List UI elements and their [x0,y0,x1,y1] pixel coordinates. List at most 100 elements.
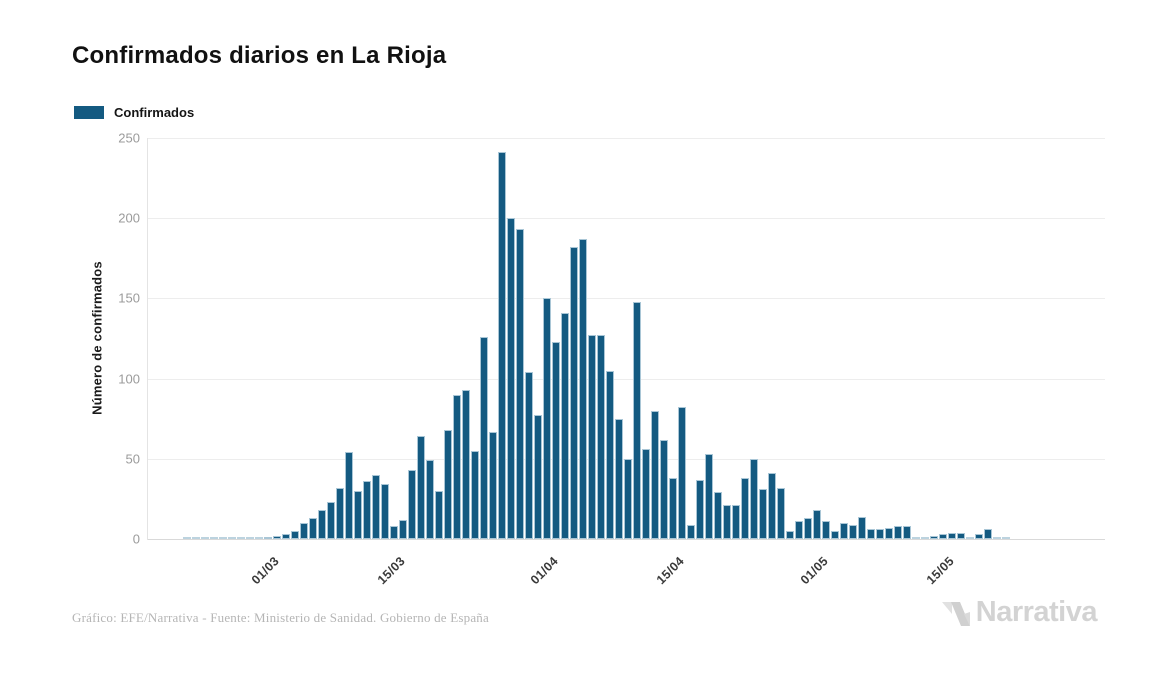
y-tick-label: 200 [118,210,140,226]
bar [282,534,290,539]
bar [408,470,416,539]
bar [399,520,407,539]
bar [840,523,848,539]
bar [651,411,659,539]
bar [354,491,362,539]
bar [948,533,956,539]
y-tick-label: 50 [125,451,140,467]
bar [597,335,605,539]
bar [471,451,479,539]
bar [516,229,524,539]
bar [732,505,740,539]
bar [768,473,776,539]
bar [210,537,218,539]
bar [930,536,938,539]
bar [444,430,452,539]
legend-swatch [74,105,104,119]
x-tick-label: 01/03 [248,554,282,588]
bar [705,454,713,539]
bar [336,488,344,539]
bar [669,478,677,539]
bar [588,335,596,539]
bar [381,484,389,539]
gridline [147,539,1105,540]
bar [696,480,704,539]
x-tick-label: 15/03 [374,554,408,588]
bar [876,529,884,539]
bar [822,521,830,539]
bar [273,536,281,539]
bar [642,449,650,539]
brand-logo: Narrativa [939,596,1098,629]
bar [993,537,1001,539]
bar [228,537,236,539]
bar [741,478,749,539]
x-tick-label: 15/05 [923,554,957,588]
bar [390,526,398,539]
bar [921,537,929,539]
x-tick-label: 01/04 [527,554,561,588]
bar [759,489,767,539]
y-tick-label: 0 [132,531,140,547]
bar [417,436,425,539]
bar [678,407,686,539]
bar [363,481,371,539]
gridline [147,138,1105,139]
bar [777,488,785,539]
bar [957,533,965,539]
bar [903,526,911,539]
bar [183,537,191,539]
bar [219,537,227,539]
bar [489,432,497,539]
bar [579,239,587,539]
bar [480,337,488,539]
bar [291,531,299,539]
bar [552,342,560,539]
bar [750,459,758,539]
y-tick-label: 150 [118,290,140,306]
bar [435,491,443,539]
bar [606,371,614,539]
bar [858,517,866,539]
bar [246,537,254,539]
bar [426,460,434,539]
bar [372,475,380,539]
bar [507,218,515,539]
bar [966,537,974,539]
y-axis-title: Número de confirmados [89,261,105,415]
bar [327,502,335,539]
bar [318,510,326,539]
bar [462,390,470,539]
narrativa-mark-icon [941,601,970,626]
bar [795,521,803,539]
bar [237,537,245,539]
y-axis-line [147,138,148,540]
bar [849,525,857,539]
bar [498,152,506,539]
bar [570,247,578,539]
chart-title: Confirmados diarios en La Rioja [72,42,447,69]
bar [984,529,992,539]
x-tick-label: 15/04 [653,554,687,588]
bar [543,298,551,539]
bar [885,528,893,539]
gridline [147,379,1105,380]
bar [264,537,272,539]
y-tick-label: 100 [118,371,140,387]
bar [687,525,695,539]
bar [1002,537,1010,539]
bar [831,531,839,539]
bar [615,419,623,539]
gridline [147,218,1105,219]
bar [300,523,308,539]
bar [192,537,200,539]
bar [939,534,947,539]
bar [534,415,542,539]
bar [309,518,317,539]
brand-name: Narrativa [975,596,1098,628]
bar [660,440,668,539]
bar [912,537,920,539]
bar [804,518,812,539]
